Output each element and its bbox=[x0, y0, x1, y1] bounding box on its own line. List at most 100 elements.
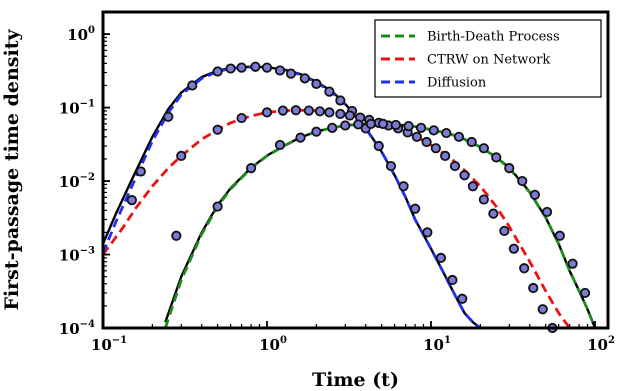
simulation-point bbox=[430, 143, 441, 154]
exact-solution-curve-2 bbox=[101, 65, 482, 329]
simulation-point bbox=[517, 175, 528, 187]
simulation-point bbox=[528, 282, 539, 294]
simulation-point bbox=[567, 258, 578, 269]
simulation-point bbox=[499, 225, 510, 236]
simulation-point bbox=[236, 62, 247, 73]
simulation-point bbox=[290, 105, 301, 116]
y-tick-label: 10−2 bbox=[59, 172, 95, 191]
simulation-point bbox=[403, 120, 414, 132]
simulation-point bbox=[449, 160, 461, 172]
simulation-point bbox=[508, 243, 519, 254]
simulation-point bbox=[187, 80, 198, 91]
simulation-point bbox=[212, 201, 223, 212]
simulation-point bbox=[478, 194, 489, 205]
simulation-point bbox=[335, 95, 346, 106]
simulation-point bbox=[554, 230, 565, 241]
simulation-point bbox=[435, 252, 447, 263]
simulation-point bbox=[303, 105, 314, 116]
simulation-point bbox=[285, 68, 297, 79]
simulation-point bbox=[365, 118, 376, 129]
simulation-point bbox=[453, 131, 465, 142]
legend-entry-label: Birth-Death Process bbox=[427, 30, 560, 45]
x-tick-label: 100 bbox=[259, 335, 287, 354]
simulation-point bbox=[250, 61, 261, 72]
x-axis-title: Time (t) bbox=[312, 369, 399, 391]
simulation-point bbox=[171, 230, 182, 241]
simulation-point bbox=[390, 119, 401, 131]
simulation-point bbox=[415, 122, 427, 133]
ticks-layer: 10−1 100 101 102 10−4 10−3 10−2 10−1 100 bbox=[59, 11, 615, 354]
y-tick-label: 100 bbox=[67, 25, 95, 44]
simulation-point bbox=[274, 139, 286, 151]
x-tick-label: 101 bbox=[423, 335, 451, 354]
simulation-point bbox=[457, 293, 468, 304]
simulation-point bbox=[398, 181, 409, 192]
simulation-point bbox=[324, 86, 335, 97]
simulation-point bbox=[421, 136, 432, 148]
simulation-point bbox=[377, 118, 389, 129]
simulation-point bbox=[236, 112, 247, 124]
simulation-point bbox=[353, 119, 364, 130]
simulation-point bbox=[373, 140, 384, 152]
simulation-point bbox=[488, 208, 499, 219]
simulation-point bbox=[537, 304, 548, 315]
simulation-point bbox=[225, 63, 236, 74]
simulation-point bbox=[459, 170, 470, 181]
simulation-point bbox=[466, 136, 477, 148]
simulation-point bbox=[261, 107, 273, 118]
simulation-point bbox=[385, 160, 397, 172]
legend-entry-label: CTRW on Network bbox=[427, 53, 550, 68]
simulation-point bbox=[135, 166, 146, 177]
simulation-point bbox=[440, 150, 451, 161]
legend-entry-label: Diffusion bbox=[427, 76, 487, 91]
simulation-point bbox=[274, 65, 286, 76]
simulation-point bbox=[163, 111, 174, 122]
simulation-point bbox=[176, 150, 187, 161]
simulation-point bbox=[212, 124, 223, 135]
simulation-point bbox=[327, 122, 338, 133]
series-line-3 bbox=[101, 65, 482, 330]
simulation-point bbox=[344, 110, 355, 121]
simulation-point bbox=[478, 143, 489, 154]
series-line-2 bbox=[101, 108, 571, 329]
simulation-point bbox=[504, 163, 515, 174]
legend: Birth-Death Process CTRW on Network Diffus… bbox=[374, 19, 602, 98]
simulation-point bbox=[212, 66, 223, 77]
simulation-point bbox=[246, 163, 257, 174]
simulation-point bbox=[447, 274, 458, 286]
markers-layer bbox=[126, 61, 591, 334]
simulation-point bbox=[311, 126, 322, 137]
simulation-point bbox=[335, 108, 346, 120]
simulation-point bbox=[428, 125, 439, 136]
simulation-point bbox=[541, 206, 553, 218]
simulation-point bbox=[411, 131, 422, 142]
simulation-point bbox=[410, 203, 421, 214]
simulation-point bbox=[311, 78, 322, 90]
simulation-point bbox=[277, 105, 288, 116]
y-tick-label: 10−1 bbox=[59, 99, 95, 118]
series-line-1 bbox=[164, 122, 597, 329]
x-tick-label: 102 bbox=[587, 335, 615, 354]
y-tick-label: 10−3 bbox=[59, 246, 95, 265]
simulation-point bbox=[441, 127, 452, 139]
exact-solution-curve-1 bbox=[164, 122, 597, 329]
y-axis-title: First-passage time density bbox=[1, 29, 23, 311]
simulation-point bbox=[126, 195, 137, 206]
simulation-point bbox=[314, 106, 325, 117]
x-tick-label: 10−1 bbox=[91, 335, 127, 354]
simulation-point bbox=[529, 189, 541, 200]
simulation-point bbox=[519, 263, 530, 274]
simulation-point bbox=[491, 152, 502, 163]
simulation-point bbox=[340, 120, 351, 131]
curves-layer bbox=[101, 65, 597, 330]
simulation-point bbox=[295, 132, 306, 143]
simulation-point bbox=[579, 287, 591, 299]
simulation-point bbox=[324, 107, 335, 118]
y-tick-label: 10−4 bbox=[59, 319, 95, 338]
simulation-point bbox=[467, 181, 478, 192]
simulation-point bbox=[422, 227, 433, 238]
simulation-point bbox=[299, 73, 310, 84]
plot-frame bbox=[101, 10, 610, 330]
simulation-point bbox=[261, 62, 273, 73]
